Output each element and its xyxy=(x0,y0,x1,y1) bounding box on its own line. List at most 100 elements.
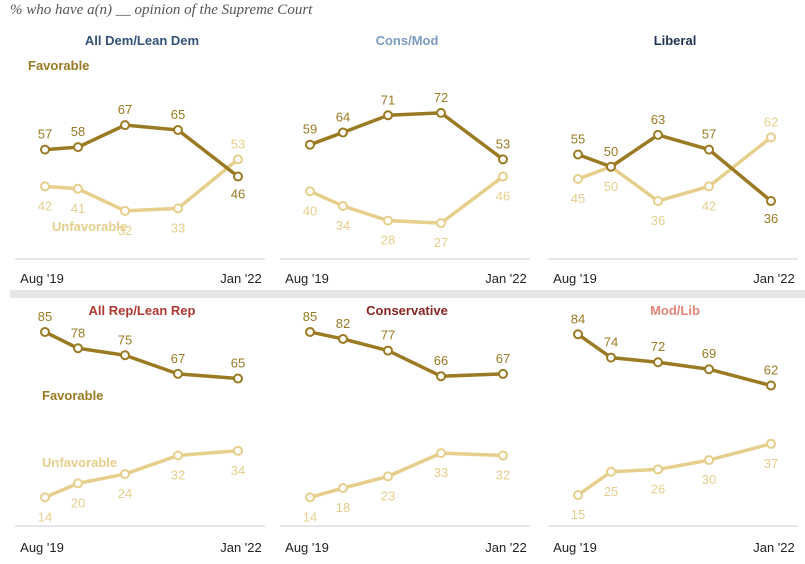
unfavorable-point xyxy=(653,196,663,207)
favorable-data-label: 72 xyxy=(651,339,665,354)
unfavorable-point xyxy=(573,490,583,501)
series-label-favorable: Favorable xyxy=(28,58,89,73)
favorable-point xyxy=(436,107,446,118)
favorable-point xyxy=(653,357,663,368)
favorable-data-label: 67 xyxy=(118,102,132,117)
unfavorable-data-label: 33 xyxy=(171,220,185,235)
favorable-point xyxy=(233,171,243,182)
favorable-data-label: 66 xyxy=(434,353,448,368)
x-tick-label: Aug '19 xyxy=(553,271,597,286)
unfavorable-point xyxy=(233,154,243,165)
unfavorable-point xyxy=(766,132,776,143)
unfavorable-series-line xyxy=(309,175,505,225)
panel-title: All Dem/Lean Dem xyxy=(85,33,199,48)
unfavorable-point xyxy=(498,450,508,461)
unfavorable-point xyxy=(173,450,183,461)
favorable-point xyxy=(573,329,583,340)
unfavorable-point xyxy=(338,200,348,211)
favorable-data-label: 46 xyxy=(231,187,245,202)
unfavorable-point xyxy=(436,448,446,459)
unfavorable-data-label: 26 xyxy=(651,481,665,496)
unfavorable-point xyxy=(40,492,50,503)
favorable-point xyxy=(73,142,83,153)
unfavorable-data-label: 34 xyxy=(336,218,350,233)
chart-subtitle: % who have a(n) __ opinion of the Suprem… xyxy=(10,2,313,18)
x-tick-label: Jan '22 xyxy=(485,540,527,555)
favorable-data-label: 55 xyxy=(571,132,585,147)
unfavorable-data-label: 32 xyxy=(171,467,185,482)
unfavorable-point xyxy=(73,478,83,489)
favorable-point xyxy=(338,127,348,138)
unfavorable-point xyxy=(766,438,776,449)
series-label-unfavorable: Unfavorable xyxy=(42,455,117,470)
favorable-data-label: 67 xyxy=(496,351,510,366)
favorable-data-label: 57 xyxy=(38,127,52,142)
unfavorable-data-label: 34 xyxy=(231,463,245,478)
favorable-data-label: 71 xyxy=(381,92,395,107)
unfavorable-data-label: 14 xyxy=(303,509,317,524)
row-divider xyxy=(10,290,805,298)
favorable-point xyxy=(233,373,243,384)
unfavorable-point xyxy=(704,455,714,466)
unfavorable-data-label: 62 xyxy=(764,114,778,129)
series-label-favorable: Favorable xyxy=(42,388,103,403)
unfavorable-data-label: 18 xyxy=(336,500,350,515)
unfavorable-data-label: 20 xyxy=(71,495,85,510)
favorable-data-label: 64 xyxy=(336,109,350,124)
favorable-point xyxy=(436,371,446,382)
x-tick-label: Jan '22 xyxy=(753,540,795,555)
unfavorable-point xyxy=(173,203,183,214)
panel-title: Cons/Mod xyxy=(376,33,439,48)
unfavorable-point xyxy=(305,186,315,197)
favorable-data-label: 69 xyxy=(702,346,716,361)
unfavorable-data-label: 30 xyxy=(702,472,716,487)
unfavorable-point xyxy=(436,218,446,229)
unfavorable-data-label: 27 xyxy=(434,235,448,250)
favorable-point xyxy=(73,343,83,354)
favorable-data-label: 63 xyxy=(651,112,665,127)
favorable-point xyxy=(606,352,616,363)
unfavorable-data-label: 33 xyxy=(434,465,448,480)
unfavorable-data-label: 28 xyxy=(381,233,395,248)
favorable-data-label: 85 xyxy=(303,309,317,324)
unfavorable-data-label: 37 xyxy=(764,456,778,471)
x-tick-label: Jan '22 xyxy=(485,271,527,286)
favorable-point xyxy=(766,196,776,207)
panel-title: All Rep/Lean Rep xyxy=(89,303,196,318)
x-tick-label: Aug '19 xyxy=(20,271,64,286)
unfavorable-data-label: 32 xyxy=(118,223,132,238)
unfavorable-data-label: 45 xyxy=(571,191,585,206)
favorable-point xyxy=(383,110,393,121)
unfavorable-point xyxy=(305,492,315,503)
unfavorable-point xyxy=(573,174,583,184)
favorable-point xyxy=(40,144,50,155)
favorable-point xyxy=(704,364,714,375)
unfavorable-point xyxy=(606,466,616,477)
unfavorable-data-label: 41 xyxy=(71,201,85,216)
favorable-point xyxy=(606,161,616,172)
favorable-point xyxy=(573,149,583,160)
favorable-point xyxy=(704,144,714,155)
favorable-data-label: 36 xyxy=(764,211,778,226)
x-tick-label: Jan '22 xyxy=(753,271,795,286)
unfavorable-data-label: 23 xyxy=(381,488,395,503)
favorable-data-label: 57 xyxy=(702,127,716,142)
panel-title: Conservative xyxy=(366,303,448,318)
favorable-data-label: 53 xyxy=(496,136,510,151)
x-tick-label: Aug '19 xyxy=(553,540,597,555)
favorable-data-label: 67 xyxy=(171,351,185,366)
favorable-data-label: 72 xyxy=(434,90,448,105)
series-label-unfavorable: Unfavorable xyxy=(52,219,127,234)
favorable-point xyxy=(120,120,130,131)
favorable-point xyxy=(305,139,315,150)
unfavorable-data-label: 46 xyxy=(496,189,510,204)
x-tick-label: Aug '19 xyxy=(285,540,329,555)
favorable-data-label: 78 xyxy=(71,325,85,340)
favorable-point xyxy=(338,333,348,344)
unfavorable-data-label: 40 xyxy=(303,203,317,218)
unfavorable-data-label: 32 xyxy=(496,467,510,482)
panel-title: Liberal xyxy=(654,33,697,48)
unfavorable-point xyxy=(338,483,348,494)
unfavorable-data-label: 36 xyxy=(651,213,665,228)
